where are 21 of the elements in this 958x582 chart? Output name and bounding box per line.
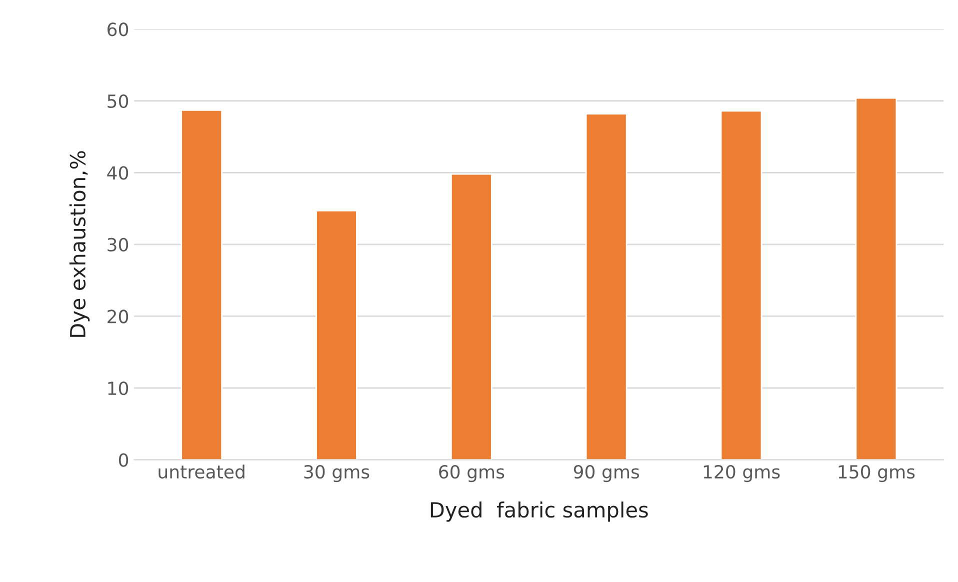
x-tick-label: 60 gms: [439, 464, 504, 482]
x-axis-title: Dyed fabric samples: [430, 502, 648, 522]
bar: [585, 113, 628, 460]
x-tick-label: untreated: [158, 464, 244, 479]
x-tick-label: 90 gms: [574, 464, 640, 482]
y-tick-label: 40: [107, 166, 128, 180]
y-tick-label: 30: [108, 238, 128, 252]
y-tick-label: 50: [108, 94, 128, 108]
x-tick-label: 30 gms: [304, 464, 370, 482]
bar: [450, 173, 492, 460]
bar: [180, 110, 223, 460]
y-axis-title: Dye exhaustion,%: [69, 151, 90, 337]
x-tick-label: 120 gms: [704, 464, 780, 482]
y-tick-label: 20: [108, 310, 128, 324]
bar: [720, 110, 762, 460]
bar: [316, 210, 358, 460]
y-tick-label: 10: [108, 381, 128, 396]
y-tick-label: 60: [108, 22, 128, 36]
x-tick-label: 150 gms: [838, 464, 915, 482]
bar: [855, 97, 898, 460]
y-tick-label: 0: [118, 453, 128, 467]
